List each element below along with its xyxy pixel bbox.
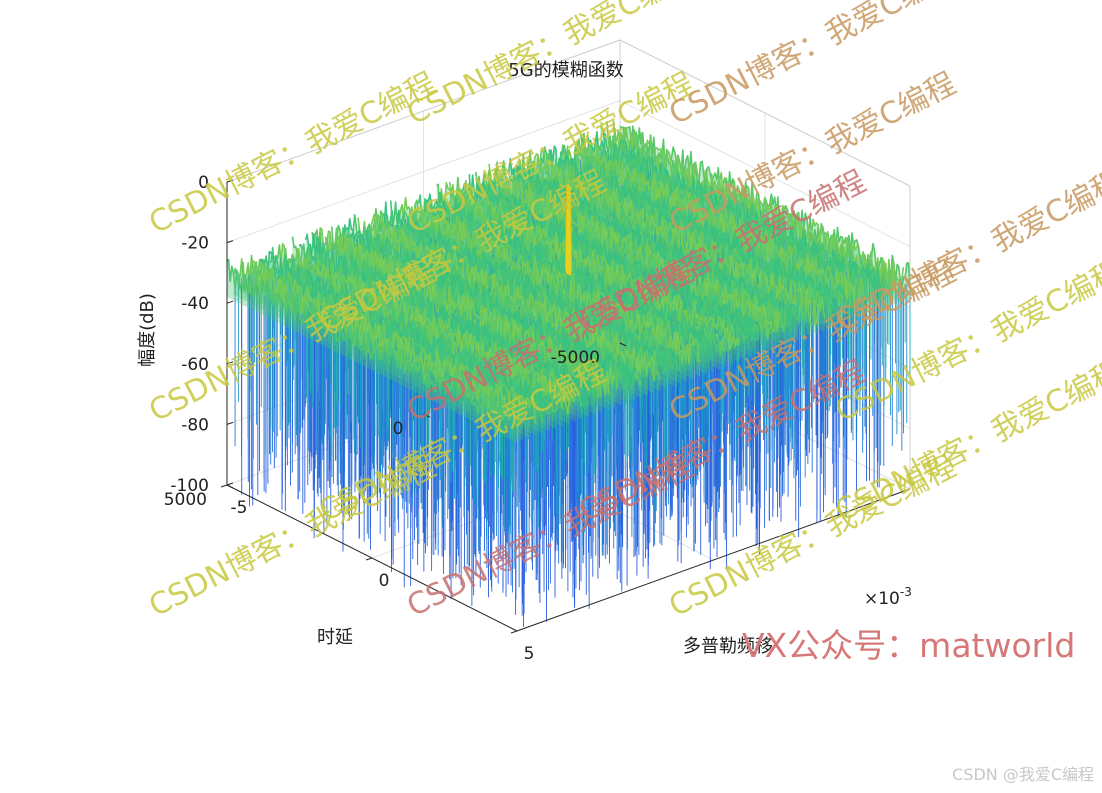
x-tick-label: -5 [231, 498, 248, 518]
z-axis-label: 幅度(dB) [137, 293, 158, 367]
surface-mesh [226, 120, 911, 628]
z-tick-label: -20 [181, 234, 209, 254]
chart-title: 5G的模糊函数 [508, 60, 623, 81]
z-tick-label: -60 [181, 355, 209, 375]
y-axis-label: 时延 [317, 627, 353, 648]
y-tick-label: 0 [393, 419, 404, 439]
x-axis-label: 多普勒频移 [683, 636, 773, 657]
z-tick-label: -40 [181, 294, 209, 314]
z-tick-label: 0 [198, 173, 209, 193]
y-tick-label: 5000 [164, 490, 207, 510]
x-tick-label: 0 [379, 571, 390, 591]
x-tick-label: 5 [524, 644, 535, 664]
z-tick-label: -80 [181, 415, 209, 435]
y-tick-label: -5000 [551, 348, 600, 368]
z-tick-label: -100 [170, 476, 209, 496]
x-axis-exponent: ×10-3 [864, 585, 912, 609]
